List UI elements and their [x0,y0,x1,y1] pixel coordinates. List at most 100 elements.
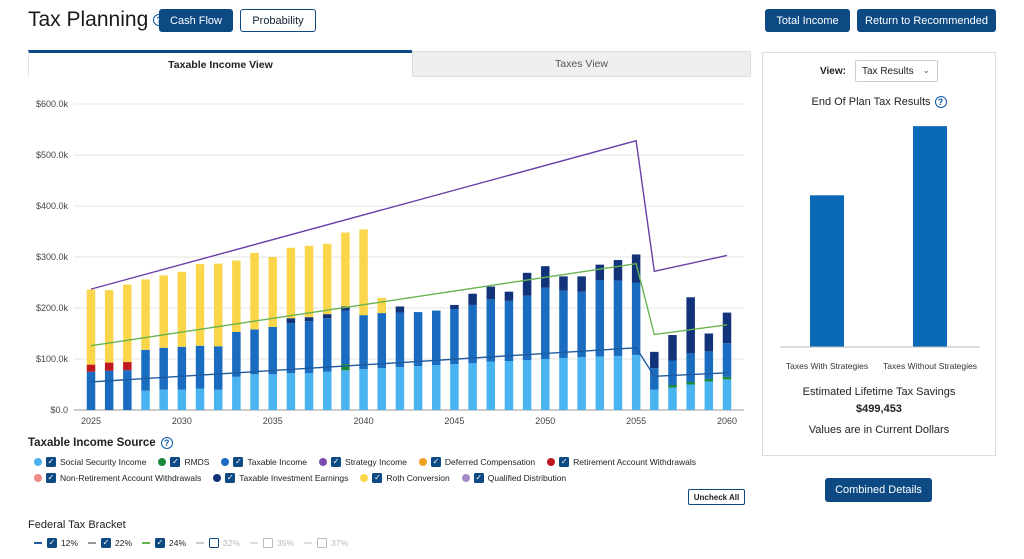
checkbox-icon[interactable]: ✓ [170,457,181,467]
help-icon[interactable]: ? [934,96,947,108]
x-tick-label: 2060 [717,416,737,426]
legend-item-strategy-income[interactable]: ✓ Strategy Income [319,457,407,467]
tab-taxes-view[interactable]: Taxes View [412,51,751,77]
legend-label: Social Security Income [60,457,147,467]
cash-flow-button[interactable]: Cash Flow [159,9,233,32]
bar-segment [668,387,677,410]
legend-dot [34,474,42,482]
bar-segment [304,245,314,318]
legend-title-text: Taxable Income Source [28,437,156,449]
bracket-line-swatch [196,542,205,544]
bar-segment [341,370,350,410]
legend-item-social-security[interactable]: ✓ Social Security Income [34,457,146,467]
bar-segment [704,333,714,352]
checkbox-icon[interactable]: ✓ [225,473,236,483]
bracket-37[interactable]: 37% [304,538,348,548]
legend-dot [461,474,470,482]
bar-segment [250,374,259,410]
checkbox-icon[interactable]: ✓ [372,473,383,483]
end-of-plan-title-text: End Of Plan Tax Results [811,96,931,108]
tax-result-bar [913,126,947,348]
checkbox-icon[interactable] [263,538,274,548]
bracket-22[interactable]: ✓ 22% [88,538,132,548]
bar-segment [468,304,477,364]
legend-item-taxable-investment-earnings[interactable]: ✓ Taxable Investment Earnings [213,473,348,483]
checkbox-icon[interactable] [209,538,220,548]
view-label: View: [820,66,846,77]
checkbox-icon[interactable]: ✓ [233,457,244,467]
bar-segment [468,363,477,410]
bar-segment [450,364,459,410]
bracket-row: ✓ 12% ✓ 22% ✓ 24% 32% 35% 37% [34,538,358,548]
uncheck-all-button[interactable]: Uncheck All [688,489,745,505]
legend-label: Deferred Compensation [444,457,536,467]
bracket-32[interactable]: 32% [196,538,240,548]
checkbox-icon[interactable]: ✓ [430,457,441,467]
bar-segment [322,314,332,319]
y-tick-label: $400.0k [36,201,69,211]
bar-segment [232,376,241,410]
bar-segment [359,369,368,410]
legend-item-deferred-compensation[interactable]: ✓ Deferred Compensation [418,457,536,467]
help-icon[interactable]: ? [160,437,173,449]
bar-segment [686,297,695,354]
bar-segment [123,370,132,410]
legend-item-non-retirement-withdrawals[interactable]: ✓ Non-Retirement Account Withdrawals [34,473,201,483]
bar-segment [450,309,459,365]
bar-segment [268,257,277,327]
bracket-label: 22% [115,538,133,548]
checkbox-icon[interactable]: ✓ [46,473,56,483]
probability-button[interactable]: Probability [240,9,316,32]
checkbox-icon[interactable]: ✓ [155,538,166,548]
bar-segment [395,312,405,368]
return-to-recommended-button[interactable]: Return to Recommended [857,9,996,32]
legend-item-retirement-withdrawals[interactable]: ✓ Retirement Account Withdrawals [547,457,696,467]
bar-segment [232,260,241,332]
bar-segment [468,293,477,305]
checkbox-icon[interactable]: ✓ [101,538,112,548]
y-tick-label: $300.0k [36,252,69,262]
legend-label: Taxable Income [247,457,308,467]
combined-details-button[interactable]: Combined Details [825,478,932,502]
bar-segment [304,317,314,322]
checkbox-icon[interactable]: ✓ [559,457,570,467]
savings-label: Estimated Lifetime Tax Savings [802,386,956,398]
checkbox-icon[interactable] [317,538,328,548]
legend-item-rmds[interactable]: ✓ RMDS [158,457,209,467]
bar-segment [104,362,114,371]
total-income-button[interactable]: Total Income [765,9,850,32]
bar-segment [341,310,350,365]
legend-item-roth-conversion[interactable]: ✓ Roth Conversion [360,473,450,483]
checkbox-icon[interactable]: ✓ [47,538,57,548]
checkbox-icon[interactable]: ✓ [331,457,342,467]
legend-item-taxable-income[interactable]: ✓ Taxable Income [221,457,307,467]
bar-segment [704,381,714,410]
bar-segment [613,355,623,410]
bar-segment [432,365,441,410]
legend-row-2: ✓ Non-Retirement Account Withdrawals ✓ T… [34,473,578,483]
bar-segment [432,310,441,366]
tab-taxable-income-view[interactable]: Taxable Income View [28,50,412,77]
taxable-income-chart: $0.0 $100.0k $200.0k $300.0k $400.0k $500.0k $… [36,99,744,426]
bracket-35[interactable]: 35% [250,538,294,548]
bar-segment [341,306,350,311]
legend-label: Roth Conversion [386,473,450,483]
bar-segment [159,389,168,410]
checkbox-icon[interactable]: ✓ [473,473,484,483]
bar-segment [395,367,405,410]
end-of-plan-title: End Of Plan Tax Results ? [766,96,992,108]
bracket-12[interactable]: ✓ 12% [34,538,78,548]
bar-segment [141,349,150,391]
bracket-24[interactable]: ✓ 24% [142,538,186,548]
legend-dot [360,474,369,482]
view-select[interactable]: Tax Results ⌄ [855,60,938,82]
bar-segment [541,359,550,410]
legend-row-1: ✓ Social Security Income ✓ RMDS ✓ Taxabl… [34,457,708,467]
checkbox-icon[interactable]: ✓ [46,457,56,467]
y-tick-label: $100.0k [36,354,69,364]
legend-item-qualified-distribution[interactable]: ✓ Qualified Distribution [461,473,567,483]
bar-segment [286,323,296,374]
legend-label: Qualified Distribution [487,473,567,483]
legend-label: RMDS [184,457,210,467]
bar-segment [686,384,695,410]
